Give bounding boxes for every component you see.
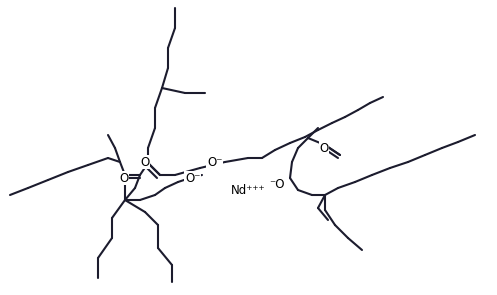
Text: O⁻: O⁻ <box>185 171 200 184</box>
Text: O⁻: O⁻ <box>207 155 223 168</box>
Text: O: O <box>320 142 329 155</box>
Text: O: O <box>140 155 150 168</box>
Text: ⁻O: ⁻O <box>269 178 285 191</box>
Text: Nd⁺⁺⁺: Nd⁺⁺⁺ <box>231 183 265 196</box>
Text: O: O <box>119 171 129 184</box>
